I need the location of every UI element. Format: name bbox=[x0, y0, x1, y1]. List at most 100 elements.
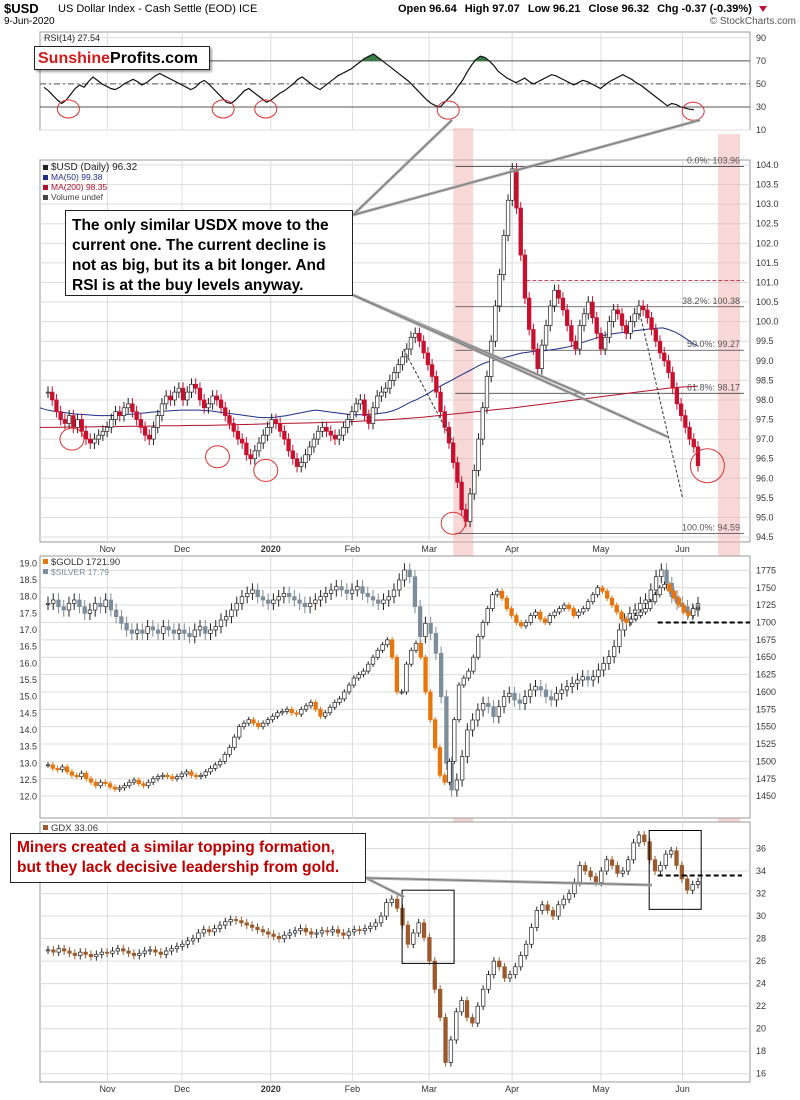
usd-candle bbox=[429, 364, 435, 377]
gold-candle bbox=[456, 684, 462, 721]
usd-legend-entry: $USD (Daily) 96.32 bbox=[51, 162, 138, 173]
silver-candle bbox=[549, 696, 554, 701]
gdx-candle bbox=[169, 948, 174, 952]
gold-candle bbox=[528, 615, 533, 623]
gdx-candle bbox=[249, 924, 255, 928]
usd-candle bbox=[252, 450, 257, 460]
gold-candle bbox=[313, 702, 318, 710]
gold-candle bbox=[127, 781, 132, 787]
silver-candle bbox=[171, 629, 176, 634]
gold-candle bbox=[514, 615, 519, 623]
chart-date: 9-Jun-2020 bbox=[4, 16, 55, 27]
gold-candle bbox=[490, 594, 495, 609]
gold-candle bbox=[98, 781, 103, 787]
silver-tick-label: 13.0 bbox=[19, 758, 37, 768]
silver-tick-label: 14.0 bbox=[19, 725, 37, 735]
gold-candle bbox=[93, 781, 98, 787]
gdx-candle bbox=[620, 870, 625, 874]
usd-candle bbox=[235, 430, 241, 440]
gdx-candle bbox=[282, 934, 287, 939]
silver-candle bbox=[533, 686, 538, 691]
usd-candle bbox=[590, 301, 595, 319]
usd-candle bbox=[434, 376, 439, 393]
usd-tick-label: 104.0 bbox=[756, 160, 779, 170]
gdx-candle bbox=[658, 865, 663, 872]
gold-candle bbox=[695, 606, 701, 609]
gdx-candle bbox=[260, 929, 266, 933]
gdx-legend-entry: GDX 33.06 bbox=[51, 823, 98, 834]
gdx-candle bbox=[427, 937, 432, 962]
gdx-candle bbox=[491, 960, 497, 975]
usd-candle bbox=[269, 419, 274, 428]
gold-candle bbox=[624, 618, 629, 623]
usd-candle bbox=[172, 391, 177, 401]
usd-candle bbox=[168, 395, 173, 401]
gold-candle bbox=[552, 611, 557, 616]
gold-tick-label: 1725 bbox=[756, 600, 776, 610]
usd-tick-label: 102.0 bbox=[756, 238, 779, 248]
usd-candle bbox=[176, 387, 181, 393]
silver-candle bbox=[575, 679, 580, 684]
gdx-candle bbox=[577, 865, 582, 883]
open-value: Open 96.64 bbox=[398, 3, 457, 15]
silver-candle bbox=[433, 632, 439, 654]
gold-candle bbox=[437, 747, 443, 776]
gdx-tick-label: 22 bbox=[756, 1001, 766, 1011]
usd-fib-label: 61.8%: 98.17 bbox=[687, 382, 740, 392]
gold-candle bbox=[657, 587, 662, 596]
usd-candle bbox=[501, 235, 506, 275]
usd-candle bbox=[628, 321, 633, 334]
usd-candle bbox=[497, 274, 502, 307]
gold-candle bbox=[676, 597, 682, 606]
silver-candle bbox=[208, 629, 213, 634]
gold-candle bbox=[385, 639, 390, 646]
gold-candle bbox=[471, 656, 476, 672]
usd-tick-label: 99.0 bbox=[756, 356, 774, 366]
usd-candle bbox=[130, 403, 135, 413]
gold-candle bbox=[499, 590, 505, 599]
silver-candle bbox=[234, 602, 239, 611]
gdx-note-pointer bbox=[365, 877, 653, 886]
silver-tick-label: 15.5 bbox=[19, 675, 37, 685]
silver-candle bbox=[51, 599, 56, 604]
usd-x-tick-label: May bbox=[592, 544, 610, 554]
gold-candle bbox=[203, 771, 208, 776]
silver-candle bbox=[72, 599, 77, 604]
gdx-candle bbox=[357, 929, 362, 932]
silver-candle bbox=[187, 632, 192, 638]
gdx-candle bbox=[674, 850, 679, 866]
gold-candle bbox=[165, 774, 170, 778]
usd-candle bbox=[113, 411, 118, 420]
exchange-label: ICE bbox=[238, 3, 258, 15]
silver-tick-label: 12.5 bbox=[19, 775, 37, 785]
usd-candle bbox=[202, 399, 207, 409]
gdx-candle bbox=[335, 929, 341, 934]
silver-tick-label: 16.0 bbox=[19, 658, 37, 668]
gdx-candle bbox=[464, 1000, 470, 1018]
gdx-tick-label: 32 bbox=[756, 889, 766, 899]
gold-candle bbox=[332, 702, 337, 708]
usd-candle bbox=[649, 317, 654, 330]
gold-candle bbox=[413, 642, 419, 651]
usd-tick-label: 95.0 bbox=[756, 512, 774, 522]
usd-note-pointer bbox=[352, 119, 701, 216]
usd-candle bbox=[510, 168, 515, 201]
rsi-tick-label: 50 bbox=[756, 79, 766, 89]
usd-circle-marker bbox=[440, 511, 466, 535]
usd-tick-label: 98.0 bbox=[756, 395, 774, 405]
gdx-candle bbox=[384, 902, 389, 917]
usd-candle bbox=[256, 442, 262, 452]
silver-candle bbox=[176, 629, 182, 634]
usd-tick-label: 103.5 bbox=[756, 180, 779, 190]
usd-candle bbox=[206, 403, 211, 409]
gold-tick-label: 1775 bbox=[756, 565, 776, 575]
usd-x-tick-label: Feb bbox=[345, 544, 361, 554]
gdx-candle bbox=[583, 865, 588, 872]
silver-candle bbox=[491, 706, 496, 718]
gdx-candle bbox=[497, 960, 502, 968]
gold-candle bbox=[289, 708, 294, 714]
usd-candle bbox=[484, 376, 490, 409]
gdx-candle bbox=[158, 951, 163, 955]
silver-candle bbox=[349, 589, 355, 594]
silver-tick-label: 13.5 bbox=[19, 742, 37, 752]
